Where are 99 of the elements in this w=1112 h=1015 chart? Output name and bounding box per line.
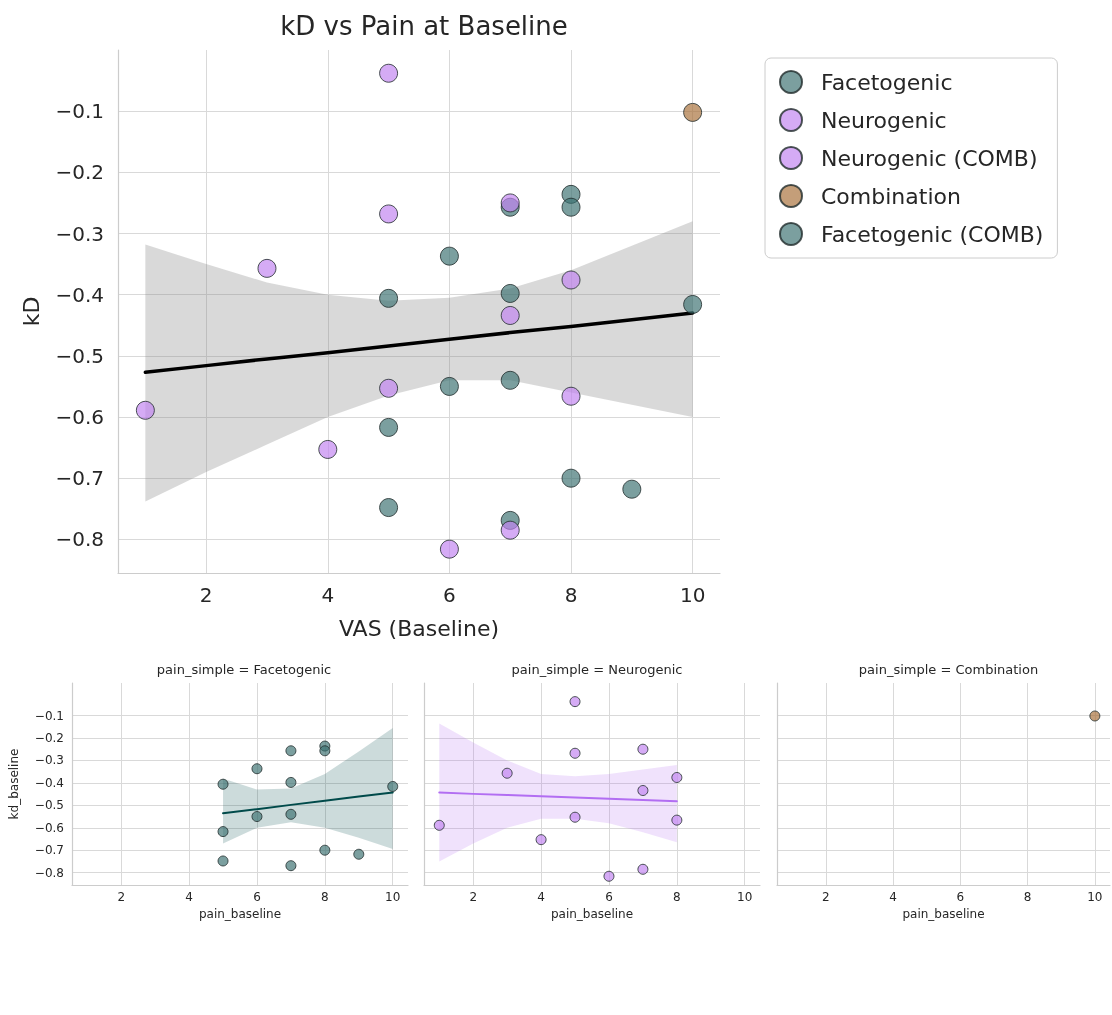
point xyxy=(569,696,581,708)
point xyxy=(561,386,581,406)
point xyxy=(217,778,229,790)
point xyxy=(500,370,520,390)
point xyxy=(379,378,399,398)
x-tick-label: 2 xyxy=(821,890,830,904)
x-axis-title: pain_baseline xyxy=(902,906,985,921)
point xyxy=(637,863,649,875)
point xyxy=(251,811,263,823)
x-tick-label: 4 xyxy=(185,890,193,904)
point xyxy=(561,197,581,217)
point xyxy=(683,102,703,122)
y-tick-label: −0.8 xyxy=(34,865,64,880)
point xyxy=(500,305,520,325)
x-tick-label: 6 xyxy=(956,890,965,904)
point xyxy=(319,844,331,856)
point xyxy=(535,834,547,846)
x-axis-title: pain_baseline xyxy=(198,906,282,921)
x-tick-label: 8 xyxy=(1023,890,1032,904)
x-axis-title: pain_baseline xyxy=(550,906,634,921)
y-tick-label: −0.1 xyxy=(55,99,104,124)
x-tick-label: 8 xyxy=(673,890,681,904)
chart-title: pain_simple = Combination xyxy=(858,662,1039,677)
y-tick-label: −0.7 xyxy=(34,843,64,858)
x-tick-label: 10 xyxy=(679,583,706,607)
point xyxy=(433,819,445,831)
legend-label: Combination xyxy=(821,183,961,209)
x-tick-label: 10 xyxy=(385,890,401,904)
x-tick-label: 10 xyxy=(737,890,753,904)
point xyxy=(603,870,615,882)
point xyxy=(353,848,365,860)
point xyxy=(569,747,581,759)
x-tick-label: 6 xyxy=(253,890,261,904)
x-tick-label: 8 xyxy=(564,583,578,607)
point xyxy=(285,808,297,820)
point xyxy=(500,520,520,540)
x-tick-label: 10 xyxy=(1087,890,1103,904)
point xyxy=(379,288,399,308)
y-tick-label: −0.5 xyxy=(55,343,104,368)
point xyxy=(379,417,399,437)
point xyxy=(500,283,520,303)
point xyxy=(251,763,263,775)
point xyxy=(217,855,229,867)
point xyxy=(285,860,297,872)
point xyxy=(439,539,459,559)
y-tick-label: −0.5 xyxy=(34,798,64,813)
point xyxy=(319,745,331,757)
point xyxy=(637,785,649,797)
point xyxy=(561,270,581,290)
point xyxy=(135,400,155,420)
point xyxy=(439,246,459,266)
x-axis-title: VAS (Baseline) xyxy=(338,615,500,641)
x-tick-label: 4 xyxy=(537,890,545,904)
chart-title: pain_simple = Facetogenic xyxy=(156,662,332,677)
x-tick-label: 2 xyxy=(469,890,478,904)
point xyxy=(671,814,683,826)
point xyxy=(637,743,649,755)
point xyxy=(257,258,277,278)
legend-label: Neurogenic (COMB) xyxy=(821,145,1038,171)
point xyxy=(379,498,399,518)
point xyxy=(285,745,297,757)
legend-label: Facetogenic (COMB) xyxy=(821,221,1044,247)
y-tick-label: −0.3 xyxy=(34,753,64,768)
y-tick-label: −0.4 xyxy=(55,282,104,307)
y-tick-label: −0.2 xyxy=(55,160,104,185)
y-tick-label: −0.6 xyxy=(55,405,104,430)
point xyxy=(683,294,703,314)
y-axis-title: kd_baseline xyxy=(7,748,21,820)
x-tick-label: 4 xyxy=(889,890,897,904)
x-tick-label: 8 xyxy=(321,890,329,904)
point xyxy=(569,811,581,823)
legend-label: Facetogenic xyxy=(821,69,953,95)
point xyxy=(285,776,297,788)
point xyxy=(379,63,399,83)
point xyxy=(387,780,399,792)
chart-title: kD vs Pain at Baseline xyxy=(280,11,568,41)
point xyxy=(318,439,338,459)
y-tick-label: −0.6 xyxy=(34,820,64,835)
y-tick-label: −0.1 xyxy=(34,708,64,723)
y-axis-title: kD xyxy=(18,296,44,327)
y-tick-label: −0.7 xyxy=(55,466,104,491)
x-tick-label: 6 xyxy=(443,583,456,607)
point xyxy=(501,767,513,779)
chart-title: pain_simple = Neurogenic xyxy=(511,662,683,677)
x-tick-label: 2 xyxy=(199,583,213,607)
legend-label: Neurogenic xyxy=(821,107,947,133)
y-tick-label: −0.8 xyxy=(55,527,104,552)
x-tick-label: 4 xyxy=(321,583,335,607)
y-tick-label: −0.4 xyxy=(34,775,64,790)
y-tick-label: −0.2 xyxy=(34,730,64,745)
point xyxy=(561,468,581,488)
point xyxy=(217,826,229,838)
point xyxy=(439,376,459,396)
y-tick-label: −0.3 xyxy=(55,221,104,246)
point xyxy=(379,204,399,224)
x-tick-label: 6 xyxy=(605,890,613,904)
x-tick-label: 2 xyxy=(117,890,126,904)
point xyxy=(622,479,642,499)
point xyxy=(671,771,683,783)
